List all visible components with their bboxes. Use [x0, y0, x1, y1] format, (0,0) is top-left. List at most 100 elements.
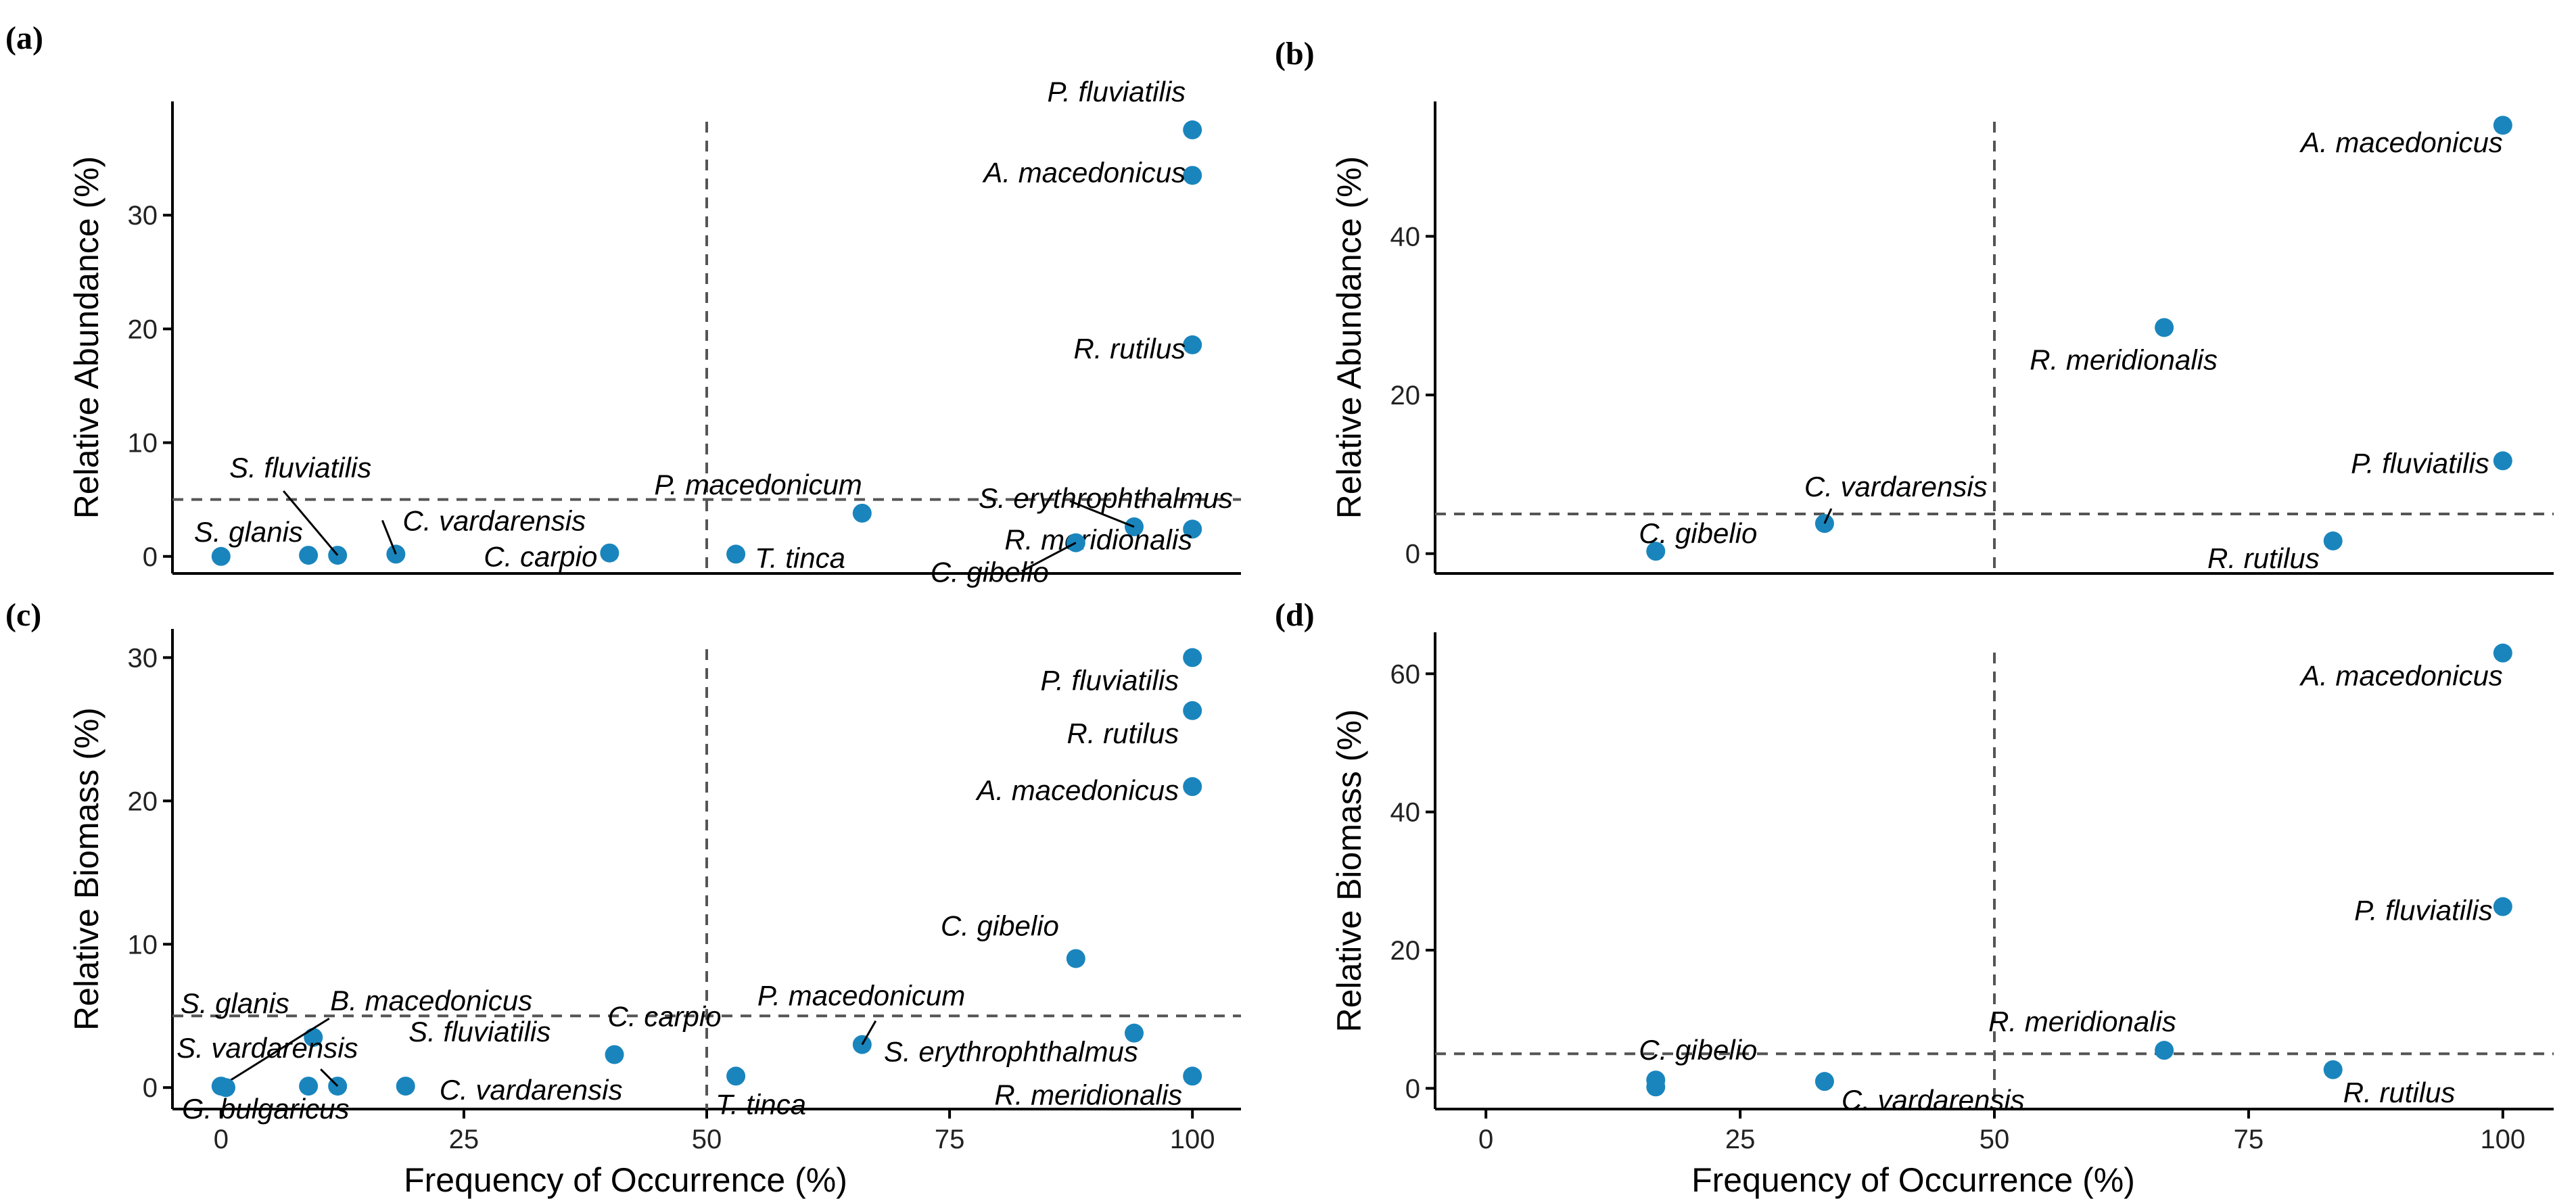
point-p-fluviatilis [2493, 897, 2512, 916]
point-t-tinca [726, 544, 746, 564]
point-label-r-meridionalis: R. meridionalis [994, 1079, 1182, 1110]
point-r-meridionalis [1183, 1066, 1202, 1086]
y-tick-label: 40 [1390, 222, 1421, 252]
x-tick-label: 0 [1478, 1125, 1493, 1154]
point-label-s-fluviatilis: S. fluviatilis [408, 1016, 551, 1048]
point-label-a-macedonicus: A. macedonicus [975, 774, 1179, 806]
label-leader-line [1021, 542, 1077, 572]
point-p-fluviatilis [1183, 120, 1202, 140]
point-label-s-fluviatilis: S. fluviatilis [229, 452, 371, 484]
y-tick-label: 10 [128, 429, 158, 459]
point-label-p-fluviatilis: P. fluviatilis [1041, 664, 1179, 696]
panel-letter: (b) [1275, 36, 1315, 72]
x-tick-label: 25 [1725, 1125, 1756, 1154]
point-label-p-fluviatilis: P. fluviatilis [2354, 895, 2493, 926]
panel-a: (a) 0 10 20 30 Relative Abundance (%) P. fluvi… [5, 20, 1241, 588]
y-tick-label: 60 [1390, 659, 1421, 689]
panel-letter: (a) [5, 20, 43, 56]
label-leader-line [283, 490, 339, 557]
point-label-r-meridionalis: R. meridionalis [1004, 523, 1192, 555]
point-label-a-macedonicus: A. macedonicus [2299, 660, 2503, 692]
point-label-t-tinca: T. tinca [755, 542, 845, 573]
point-r-meridionalis [2155, 318, 2174, 337]
point-r-rutilus [2323, 1060, 2343, 1079]
point-label-p-macedonicum: P. macedonicum [654, 469, 862, 500]
point-a-macedonicus [2493, 643, 2512, 663]
label-leader-line [320, 1068, 339, 1087]
point-unlabeled [1646, 1077, 1666, 1097]
point-label-r-rutilus: R. rutilus [2207, 542, 2320, 574]
panel-c: (c) 0 10 20 30 0 25 50 75 100 Relative Biomass (%)… [5, 597, 1241, 1199]
y-tick-label: 20 [1390, 936, 1421, 966]
point-s-glanis [211, 546, 231, 566]
panel-b: (b) 0 20 40 Relative Abundance (%) A. macedon… [1275, 36, 2554, 575]
point-label-g-bulgaricus: G. bulgaricus [182, 1093, 349, 1125]
y-tick-label: 0 [143, 542, 158, 572]
point-b-macedonicus [304, 1028, 323, 1048]
point-label-c-vardarensis: C. vardarensis [440, 1074, 623, 1106]
point-label-r-meridionalis: R. meridionalis [2030, 344, 2218, 375]
label-leader-line [220, 1017, 330, 1087]
point-label-r-rutilus: R. rutilus [1067, 718, 1179, 749]
point-label-b-macedonicus: B. macedonicus [330, 985, 532, 1016]
point-r-meridionalis [2155, 1041, 2174, 1060]
point-label-p-fluviatilis: P. fluviatilis [2351, 447, 2489, 479]
point-label-c-carpio: C. carpio [484, 541, 597, 573]
point-label-c-vardarensis: C. vardarensis [1842, 1084, 2025, 1116]
y-tick-label: 20 [1390, 381, 1421, 410]
point-label-p-fluviatilis: P. fluviatilis [1048, 76, 1186, 108]
label-leader-line [1069, 500, 1135, 528]
point-r-rutilus [1183, 335, 1202, 354]
point-label-p-macedonicum: P. macedonicum [757, 980, 965, 1012]
x-tick-label: 75 [935, 1125, 965, 1154]
point-t-tinca [726, 1066, 746, 1086]
x-tick-label: 25 [449, 1125, 479, 1154]
point-c-gibelio [1646, 542, 1666, 561]
point-p-fluviatilis [2493, 451, 2512, 471]
point-a-macedonicus [1183, 777, 1202, 797]
point-label-r-rutilus: R. rutilus [2343, 1077, 2456, 1108]
point-label-a-macedonicus: A. macedonicus [2299, 126, 2503, 158]
y-tick-label: 0 [1405, 1074, 1420, 1104]
point-s-vardarensis [299, 1077, 319, 1096]
x-tick-label: 75 [2234, 1125, 2264, 1154]
x-tick-label: 100 [1170, 1125, 1215, 1154]
label-leader-line [381, 519, 397, 555]
label-leader-line [861, 1020, 877, 1045]
y-tick-label: 30 [128, 201, 158, 231]
y-tick-label: 0 [1405, 540, 1420, 569]
y-axis-title: Relative Biomass (%) [1330, 709, 1368, 1033]
point-label-t-tinca: T. tinca [716, 1088, 806, 1120]
panel-d: (d) 0 20 40 60 0 25 50 75 100 Relative Biomass (%)… [1275, 597, 2554, 1199]
label-leader-line [1823, 508, 1833, 524]
point-r-rutilus [2323, 531, 2343, 550]
point-r-meridionalis [1183, 519, 1202, 539]
point-g-bulgaricus [216, 1078, 235, 1098]
point-label-r-rutilus: R. rutilus [1073, 333, 1186, 365]
point-label-r-meridionalis: R. meridionalis [1988, 1006, 2176, 1037]
point-label-c-vardarensis: C. vardarensis [402, 504, 586, 536]
y-tick-label: 0 [143, 1073, 158, 1103]
point-p-macedonicum [852, 503, 872, 523]
point-label-s-glanis: S. glanis [181, 987, 289, 1019]
point-label-c-gibelio: C. gibelio [1639, 517, 1757, 549]
x-tick-label: 0 [214, 1125, 229, 1154]
point-label-a-macedonicus: A. macedonicus [981, 156, 1186, 188]
point-p-fluviatilis [1183, 648, 1202, 667]
y-tick-label: 10 [128, 930, 158, 960]
point-unlabeled [299, 546, 319, 565]
point-c-vardarensis [396, 1077, 415, 1096]
x-tick-label: 50 [1980, 1125, 2010, 1154]
x-axis-title: Frequency of Occurrence (%) [1691, 1161, 2135, 1199]
point-label-c-carpio: C. carpio [608, 1000, 722, 1032]
point-label-s-vardarensis: S. vardarensis [177, 1032, 358, 1064]
y-axis-title: Relative Biomass (%) [68, 707, 106, 1031]
panel-letter: (c) [5, 597, 41, 633]
y-axis-title: Relative Abundance (%) [1330, 156, 1368, 519]
panel-letter: (d) [1275, 597, 1315, 633]
point-c-carpio [600, 543, 619, 563]
point-label-c-gibelio: C. gibelio [931, 557, 1049, 588]
point-c-vardarensis [1814, 1072, 1834, 1091]
point-s-erythrophthalmus [1125, 1023, 1144, 1043]
